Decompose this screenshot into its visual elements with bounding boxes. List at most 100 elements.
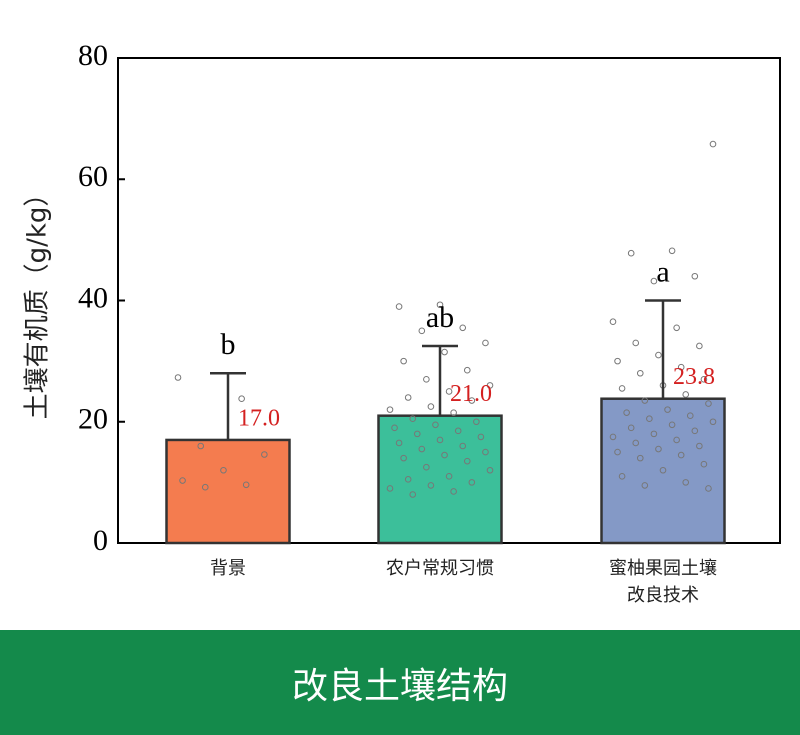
data-point xyxy=(404,476,412,483)
data-point xyxy=(482,339,489,347)
data-point xyxy=(468,479,476,486)
data-point xyxy=(450,409,457,416)
data-point xyxy=(427,482,435,489)
y-tick-label: 80 xyxy=(78,39,108,72)
data-point xyxy=(386,406,394,413)
data-point xyxy=(686,412,694,419)
data-point xyxy=(427,403,435,410)
data-point xyxy=(627,249,635,257)
data-point xyxy=(609,318,617,326)
data-point xyxy=(696,442,703,450)
data-point xyxy=(623,409,630,416)
significance-letter: b xyxy=(221,328,236,361)
data-point xyxy=(220,466,227,474)
data-point xyxy=(174,374,182,381)
data-point xyxy=(673,324,680,332)
data-point xyxy=(682,479,690,486)
data-point xyxy=(650,430,658,438)
data-point xyxy=(705,485,712,492)
data-point xyxy=(632,339,640,347)
data-point xyxy=(636,369,644,377)
data-point xyxy=(197,442,205,450)
data-point xyxy=(482,448,489,456)
data-point xyxy=(646,415,653,423)
data-point xyxy=(618,473,626,480)
data-point xyxy=(673,436,680,444)
data-point xyxy=(677,363,685,371)
data-point xyxy=(459,442,467,450)
data-point xyxy=(201,483,209,491)
y-tick-label: 0 xyxy=(93,524,108,557)
x-tick-label: 背景 xyxy=(210,558,246,579)
data-point xyxy=(655,351,662,359)
x-tick-label: 农户常规习惯 xyxy=(386,558,494,579)
value-label: 23.8 xyxy=(673,364,715,390)
value-label: 21.0 xyxy=(450,381,492,407)
data-point xyxy=(659,466,667,474)
data-point xyxy=(261,451,268,458)
data-point xyxy=(413,430,421,438)
data-point xyxy=(668,421,676,429)
data-point xyxy=(463,457,471,465)
data-point xyxy=(691,272,699,280)
data-point xyxy=(409,491,417,498)
data-point xyxy=(463,366,471,374)
data-point xyxy=(609,433,617,441)
data-point xyxy=(627,424,635,432)
data-point xyxy=(486,382,494,389)
y-tick-label: 60 xyxy=(78,160,108,193)
data-point xyxy=(641,397,649,404)
data-point xyxy=(404,394,412,401)
data-point xyxy=(445,388,453,395)
data-point xyxy=(418,327,426,335)
data-point xyxy=(441,348,448,356)
value-label: 17.0 xyxy=(238,405,280,431)
data-point xyxy=(709,418,717,426)
data-point xyxy=(238,395,245,403)
bar xyxy=(600,397,726,545)
data-point xyxy=(636,454,644,462)
data-point xyxy=(614,357,621,365)
x-tick-label: 蜜柚果园土壤改良技术 xyxy=(609,558,717,606)
data-point xyxy=(655,445,662,453)
data-point xyxy=(477,433,485,441)
data-point xyxy=(641,482,649,489)
data-point xyxy=(468,397,476,404)
data-point xyxy=(668,247,676,255)
significance-letter: a xyxy=(656,255,669,288)
data-point xyxy=(386,485,394,492)
data-point xyxy=(436,301,444,309)
data-point xyxy=(436,436,444,444)
data-point xyxy=(459,324,467,332)
data-point xyxy=(682,391,690,398)
data-point xyxy=(242,481,250,489)
banner: 改良土壤结构 xyxy=(0,630,800,735)
y-axis-label: 土壤有机质（g/kg） xyxy=(23,181,53,420)
data-point xyxy=(677,451,685,459)
data-point xyxy=(486,466,494,474)
data-point xyxy=(632,439,640,447)
data-point xyxy=(650,277,658,285)
chart: 土壤有机质（g/kg） 0 20 40 60 80 17.0 b 21.0 ab 23.8 a xyxy=(23,39,781,557)
data-point xyxy=(395,439,403,447)
data-point xyxy=(691,427,699,435)
data-point xyxy=(614,448,621,456)
data-point xyxy=(441,451,448,459)
data-point xyxy=(454,427,462,435)
data-point xyxy=(400,357,407,365)
data-point xyxy=(705,400,712,407)
y-tick-label: 40 xyxy=(78,281,108,314)
data-point xyxy=(700,460,708,468)
bar xyxy=(165,438,291,545)
data-point xyxy=(432,421,439,429)
data-point xyxy=(709,140,717,148)
data-point xyxy=(395,303,403,310)
data-point xyxy=(179,477,186,484)
data-point xyxy=(423,463,430,471)
data-point xyxy=(700,376,708,383)
y-tick-label: 20 xyxy=(78,403,108,436)
data-point xyxy=(473,418,480,426)
data-point xyxy=(664,406,671,413)
data-point xyxy=(445,473,453,480)
